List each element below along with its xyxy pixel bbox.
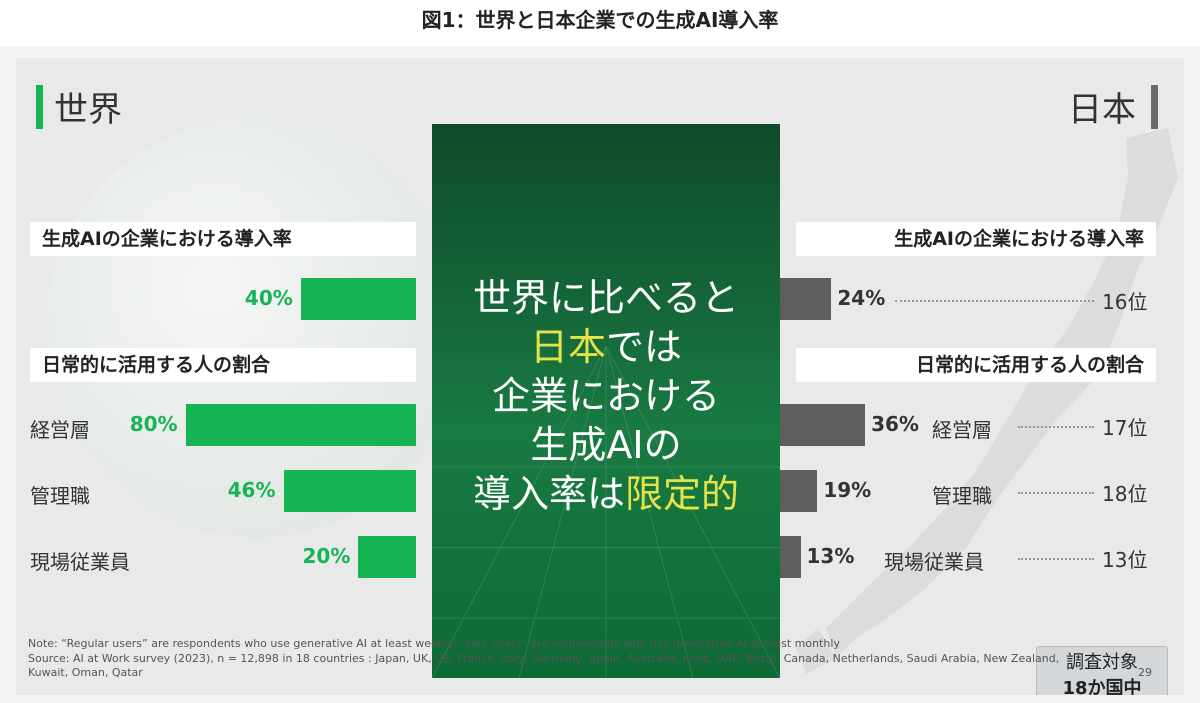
source-text-1: Source: AI at Work survey (2023), n = 12… xyxy=(28,652,1060,665)
page-number: 29 xyxy=(1138,666,1152,679)
center-message-panel: 世界に比べると 日本では 企業における 生成AIの 導入率は限定的 xyxy=(432,124,780,678)
japan-rank-label: 17位 xyxy=(1102,416,1148,440)
center-highlight-limited: 限定的 xyxy=(625,472,740,516)
japan-section2-label: 日常的に活用する人の割合 xyxy=(796,348,1156,382)
rank-leader-dots xyxy=(1018,492,1094,494)
world-section2-label: 日常的に活用する人の割合 xyxy=(30,348,416,382)
japan-header: 日本 xyxy=(1068,90,1136,130)
japan-section1-label: 生成AIの企業における導入率 xyxy=(796,222,1156,256)
row-label-executives: 経営層 xyxy=(30,418,90,442)
center-line-5: 導入率は限定的 xyxy=(432,470,780,519)
japan-rank-label: 18位 xyxy=(1102,482,1148,506)
center-highlight-japan: 日本 xyxy=(529,325,606,369)
world-bar xyxy=(300,278,416,320)
world-header-bar xyxy=(36,85,43,129)
world-bar xyxy=(283,470,416,512)
source-text-2: Kuwait, Oman, Qatar xyxy=(28,666,143,679)
center-line-2: 日本では xyxy=(432,323,780,372)
japan-pct-label: 19% xyxy=(823,478,872,502)
note-text: Note: “Regular users” are respondents wh… xyxy=(28,637,840,650)
world-bar xyxy=(185,404,416,446)
slide-inner: 世界 日本 生成AIの企業における導入率 日常的に活用する人の割合 生成AIの企… xyxy=(16,58,1184,695)
figure-title: 図1：世界と日本企業での生成AI導入率 xyxy=(421,8,779,32)
rank-leader-dots xyxy=(895,300,1094,302)
japan-rank-label: 13位 xyxy=(1102,548,1148,572)
world-pct-label: 46% xyxy=(227,478,276,502)
world-header: 世界 xyxy=(54,90,122,130)
survey-line-1: 調査対象 xyxy=(1066,652,1138,673)
center-message: 世界に比べると 日本では 企業における 生成AIの 導入率は限定的 xyxy=(432,274,780,519)
world-bar xyxy=(358,536,416,578)
center-line-3: 企業における xyxy=(491,374,720,418)
world-pct-label: 80% xyxy=(129,412,178,436)
row-label-managers: 管理職 xyxy=(30,484,90,508)
survey-line-2: 18か国中 xyxy=(1062,678,1142,695)
rank-leader-dots xyxy=(1018,558,1094,560)
jp-row-label-frontline: 現場従業員 xyxy=(884,550,984,574)
jp-row-label-managers: 管理職 xyxy=(932,484,992,508)
japan-rank-label: 16位 xyxy=(1102,290,1148,314)
japan-bar xyxy=(764,404,866,446)
world-section1-label: 生成AIの企業における導入率 xyxy=(30,222,416,256)
grid-floor-decoration xyxy=(432,345,780,678)
japan-pct-label: 13% xyxy=(806,544,855,568)
jp-row-label-executives: 経営層 xyxy=(932,418,992,442)
center-line-5-pre: 導入率は xyxy=(472,472,625,516)
japan-pct-label: 24% xyxy=(837,286,886,310)
survey-scope-box: 調査対象 18か国中 xyxy=(1036,646,1168,695)
world-pct-label: 40% xyxy=(244,286,293,310)
row-label-frontline: 現場従業員 xyxy=(30,550,130,574)
slide: 世界 日本 生成AIの企業における導入率 日常的に活用する人の割合 生成AIの企… xyxy=(0,46,1200,703)
japan-header-bar xyxy=(1151,85,1158,129)
center-line-4: 生成AIの xyxy=(530,423,682,467)
world-pct-label: 20% xyxy=(302,544,351,568)
globe-background xyxy=(46,118,466,538)
japan-map-background xyxy=(796,128,1178,674)
rank-leader-dots xyxy=(1018,426,1094,428)
center-line-1: 世界に比べると xyxy=(472,276,739,320)
japan-pct-label: 36% xyxy=(871,412,919,436)
center-line-2-rest: では xyxy=(606,325,683,369)
